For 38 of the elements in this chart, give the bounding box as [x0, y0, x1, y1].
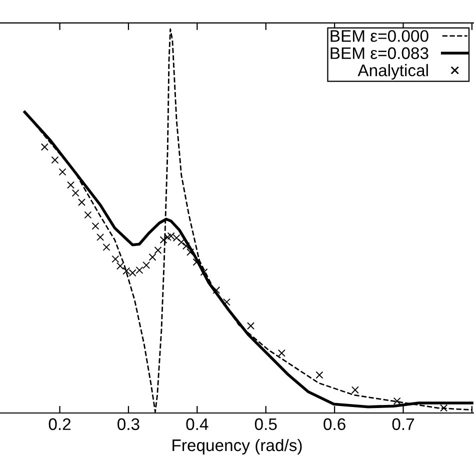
point — [222, 298, 230, 306]
point — [246, 322, 254, 330]
legend-label: Analytical — [358, 64, 428, 80]
x-tick-label: 0.6 — [324, 418, 346, 430]
x-tick-label: 0.7 — [392, 418, 414, 430]
point — [186, 248, 194, 256]
point — [84, 211, 92, 219]
point — [393, 397, 401, 405]
point — [440, 404, 448, 412]
legend-label: BEM ε=0.000 — [330, 30, 428, 42]
point — [96, 233, 104, 241]
point — [72, 189, 80, 197]
point — [51, 156, 59, 164]
point — [67, 181, 74, 189]
x-tick-label: 0.4 — [186, 418, 208, 430]
point — [92, 222, 100, 230]
point — [192, 258, 200, 266]
point — [112, 255, 120, 263]
point — [40, 143, 48, 151]
point — [78, 198, 86, 206]
point — [316, 371, 324, 379]
point — [116, 262, 124, 270]
x-axis-title: Frequency (rad/s) — [172, 438, 302, 454]
point — [142, 261, 150, 269]
point — [178, 238, 186, 246]
point — [102, 243, 110, 251]
point — [148, 253, 156, 261]
point — [351, 386, 359, 394]
point — [58, 168, 66, 176]
legend-label: BEM ε=0.083 — [330, 47, 428, 60]
x-tick-label: 0.3 — [118, 418, 140, 430]
point — [154, 246, 162, 254]
point — [278, 349, 286, 357]
x-tick-label: 0.2 — [48, 418, 71, 430]
point — [160, 236, 168, 244]
x-tick-label: 0.5 — [254, 418, 277, 430]
point — [212, 286, 220, 294]
point — [182, 242, 190, 250]
